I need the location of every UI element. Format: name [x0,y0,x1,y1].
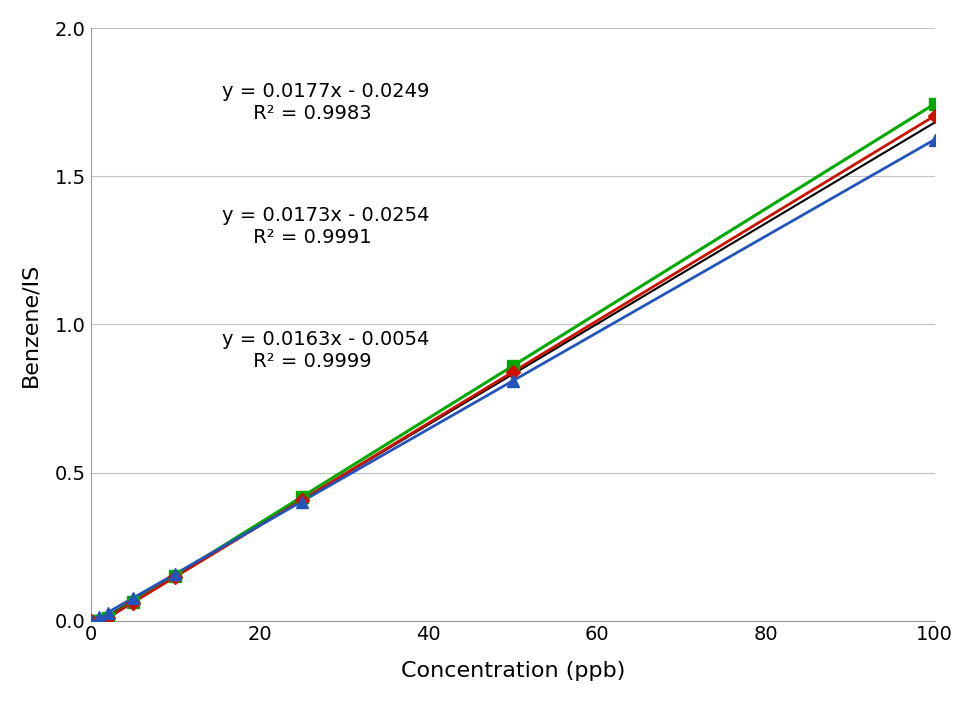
Text: y = 0.0177x - 0.0249
     R² = 0.9983: y = 0.0177x - 0.0249 R² = 0.9983 [221,81,429,123]
Y-axis label: Benzene/IS: Benzene/IS [20,263,41,387]
Text: y = 0.0163x - 0.0054
     R² = 0.9999: y = 0.0163x - 0.0054 R² = 0.9999 [221,331,429,371]
Text: y = 0.0173x - 0.0254
     R² = 0.9991: y = 0.0173x - 0.0254 R² = 0.9991 [221,206,429,247]
X-axis label: Concentration (ppb): Concentration (ppb) [400,661,625,681]
